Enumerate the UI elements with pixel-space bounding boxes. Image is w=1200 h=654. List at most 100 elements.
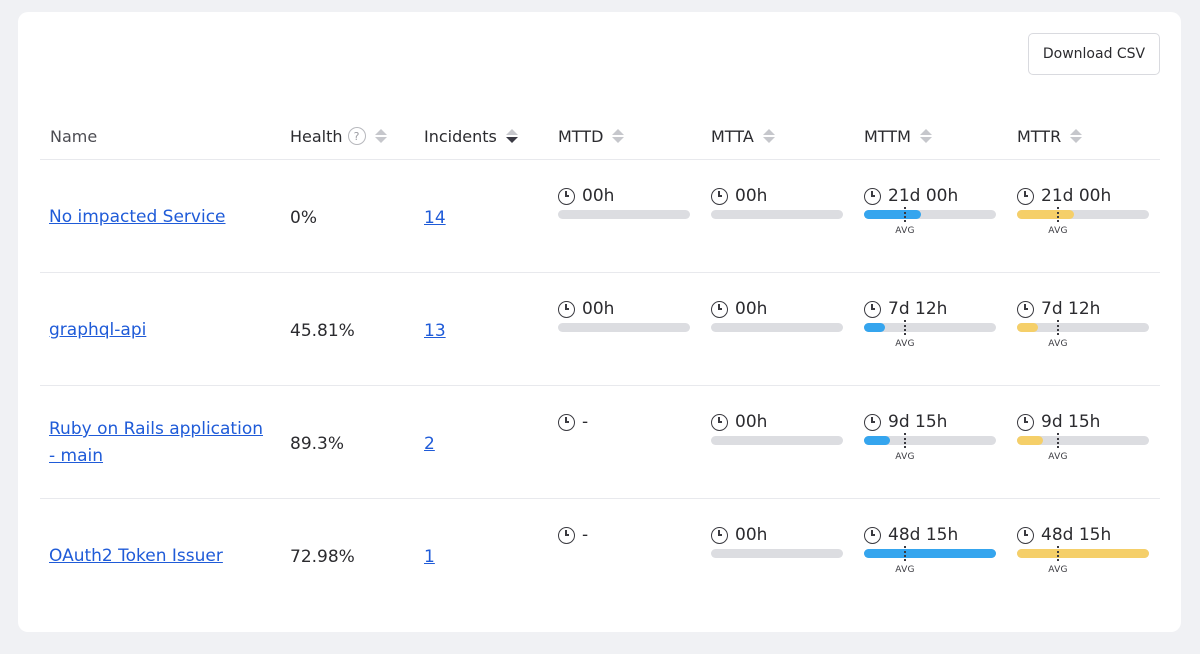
mttd-metric: 00h — [558, 298, 690, 332]
mtta-value: 00h — [735, 412, 768, 432]
mttm-metric: 9d 15h AVG — [864, 411, 996, 462]
clock-icon — [864, 526, 881, 544]
row-divider — [40, 272, 1160, 273]
clock-icon — [1017, 187, 1034, 205]
column-header-mttr[interactable]: MTTR — [1017, 122, 1083, 150]
column-header-incidents[interactable]: Incidents — [424, 122, 518, 150]
mtta-bar — [711, 549, 843, 558]
avg-label: AVG — [895, 226, 915, 236]
mtta-value: 00h — [735, 186, 768, 206]
mttm-bar: AVG — [864, 207, 996, 236]
mttd-metric: - — [558, 411, 690, 433]
clock-icon — [711, 413, 728, 431]
column-header-incidents-label: Incidents — [424, 126, 497, 146]
health-value: 0% — [290, 208, 317, 228]
mttm-metric: 7d 12h AVG — [864, 298, 996, 349]
mtta-metric: 00h — [711, 185, 843, 219]
service-metrics-card: Download CSV Name Health ? Incidents MTT… — [18, 12, 1181, 632]
column-header-health[interactable]: Health ? — [290, 122, 387, 150]
column-header-mttd-label: MTTD — [558, 126, 604, 146]
column-header-mttr-label: MTTR — [1017, 126, 1062, 146]
clock-icon — [558, 413, 575, 431]
clock-icon — [864, 187, 881, 205]
header-divider — [40, 159, 1160, 160]
health-value: 72.98% — [290, 547, 355, 567]
row-divider — [40, 385, 1160, 386]
clock-icon — [864, 413, 881, 431]
column-header-mtta-label: MTTA — [711, 126, 754, 146]
help-icon[interactable]: ? — [347, 127, 366, 145]
avg-marker — [1057, 320, 1059, 335]
sort-icon[interactable] — [1070, 129, 1083, 143]
mttr-value: 48d 15h — [1041, 525, 1112, 545]
mttd-value: 00h — [582, 186, 615, 206]
service-name-link[interactable]: No impacted Service — [49, 207, 226, 227]
incidents-count-link[interactable]: 2 — [424, 434, 435, 454]
mttd-bar — [558, 210, 690, 219]
mtta-metric: 00h — [711, 411, 843, 445]
mttm-metric: 21d 00h AVG — [864, 185, 996, 236]
mtta-metric: 00h — [711, 298, 843, 332]
avg-label: AVG — [1048, 565, 1068, 575]
clock-icon — [711, 526, 728, 544]
clock-icon — [711, 187, 728, 205]
mttr-value: 21d 00h — [1041, 186, 1112, 206]
mttm-bar-fill — [864, 323, 886, 332]
mttd-metric: - — [558, 524, 690, 546]
mttr-metric: 48d 15h AVG — [1017, 524, 1149, 575]
avg-label: AVG — [895, 565, 915, 575]
mttd-metric: 00h — [558, 185, 690, 219]
column-header-mttd[interactable]: MTTD — [558, 122, 625, 150]
mttr-bar-fill — [1017, 549, 1149, 558]
mttr-metric: 21d 00h AVG — [1017, 185, 1149, 236]
avg-marker — [904, 320, 906, 335]
clock-icon — [711, 300, 728, 318]
mttm-bar-fill — [864, 210, 921, 219]
mtta-bar — [711, 210, 843, 219]
avg-marker — [1057, 207, 1059, 222]
mttr-bar-fill — [1017, 436, 1044, 445]
avg-label: AVG — [1048, 452, 1068, 462]
column-header-mttm-label: MTTM — [864, 126, 911, 146]
column-header-mttm[interactable]: MTTM — [864, 122, 932, 150]
mttm-value: 48d 15h — [888, 525, 959, 545]
sort-icon[interactable] — [762, 129, 775, 143]
mttr-metric: 9d 15h AVG — [1017, 411, 1149, 462]
sort-icon[interactable] — [612, 129, 625, 143]
avg-label: AVG — [1048, 226, 1068, 236]
mttr-bar: AVG — [1017, 207, 1149, 236]
health-value: 45.81% — [290, 321, 355, 341]
mttd-bar — [558, 323, 690, 332]
column-header-mtta[interactable]: MTTA — [711, 122, 775, 150]
mttm-bar-fill — [864, 436, 891, 445]
mttr-bar-fill — [1017, 210, 1074, 219]
incidents-count-link[interactable]: 13 — [424, 321, 446, 341]
mtta-value: 00h — [735, 525, 768, 545]
mtta-bar — [711, 436, 843, 445]
incidents-count-link[interactable]: 14 — [424, 208, 446, 228]
clock-icon — [558, 300, 575, 318]
mttr-value: 9d 15h — [1041, 412, 1101, 432]
avg-marker — [904, 546, 906, 561]
clock-icon — [1017, 300, 1034, 318]
mttm-value: 7d 12h — [888, 299, 948, 319]
sort-icon[interactable] — [919, 129, 932, 143]
incidents-count-link[interactable]: 1 — [424, 547, 435, 567]
service-name-link[interactable]: Ruby on Rails application - main — [49, 419, 263, 466]
mttr-bar: AVG — [1017, 546, 1149, 575]
service-name-link[interactable]: graphql-api — [49, 320, 147, 340]
column-header-health-label: Health — [290, 126, 343, 146]
sort-descending-icon[interactable] — [505, 129, 518, 143]
avg-label: AVG — [895, 339, 915, 349]
mttm-bar: AVG — [864, 546, 996, 575]
service-name-link[interactable]: OAuth2 Token Issuer — [49, 546, 223, 566]
health-value: 89.3% — [290, 434, 345, 454]
mtta-bar — [711, 323, 843, 332]
mttd-value: 00h — [582, 299, 615, 319]
avg-label: AVG — [1048, 339, 1068, 349]
mttd-value: - — [582, 525, 589, 545]
mttr-bar-fill — [1017, 323, 1039, 332]
sort-icon[interactable] — [374, 129, 387, 143]
mttd-value: - — [582, 412, 589, 432]
download-csv-button[interactable]: Download CSV — [1028, 33, 1160, 75]
